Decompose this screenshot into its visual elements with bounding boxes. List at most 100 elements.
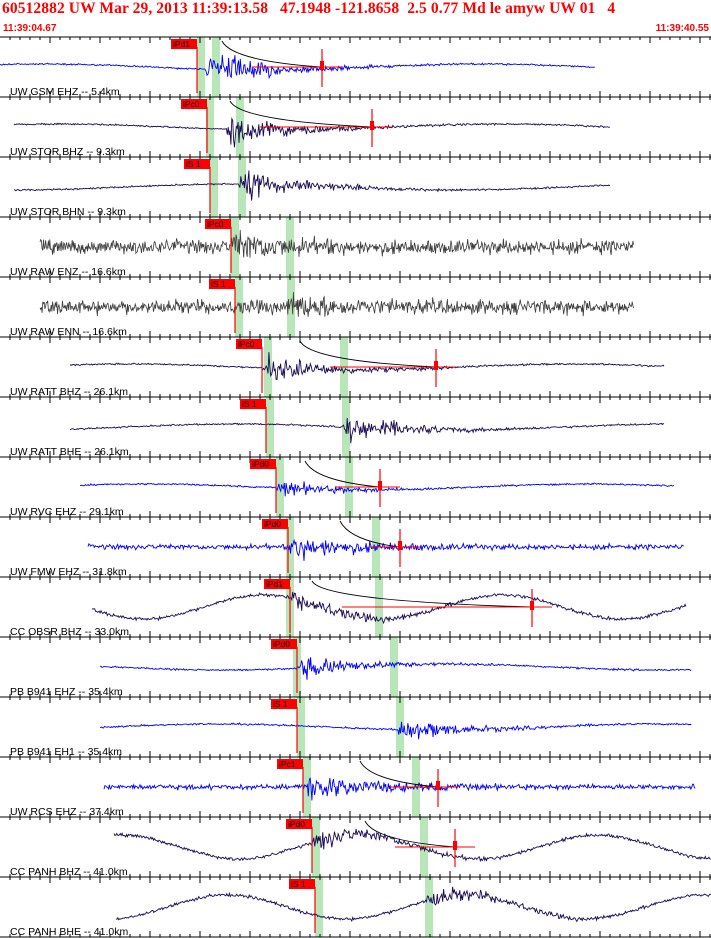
- waveform-trace-8: [79, 481, 675, 497]
- pick-flag[interactable]: [289, 879, 315, 889]
- arrival-curve: [229, 100, 373, 128]
- pick-band-15-1: [315, 877, 323, 937]
- station-label: PB B941 EH1 -- 35.4km: [10, 746, 122, 758]
- trace-row-3[interactable]: iS 1 UW STOR BHN -- 9.3km: [10, 159, 211, 218]
- station-label: UW STOR BHZ -- 9.3km: [10, 146, 125, 158]
- pick-flag[interactable]: [277, 759, 303, 769]
- pick-flag[interactable]: [250, 459, 276, 469]
- arrival-curve: [221, 40, 323, 68]
- trace-row-1[interactable]: iPd1 UW GSM EHZ -- 5.4km: [10, 39, 198, 98]
- pick-flag-label: iPd0: [273, 639, 290, 649]
- amplitude-marker-box: [530, 601, 534, 610]
- amplitude-marker-box: [434, 361, 438, 370]
- station-label: UW RCS EHZ -- 37.4km: [10, 806, 124, 818]
- pick-flag-label: iPd0: [264, 519, 281, 529]
- pick-flag[interactable]: [286, 819, 312, 829]
- pick-flag-label: iPd1: [173, 39, 190, 49]
- station-label: UW RVC EHZ -- 29.1km: [10, 506, 124, 518]
- station-label: CC OBSR BHZ -- 33.0km: [10, 626, 129, 638]
- pick-band-13-1: [303, 757, 311, 817]
- pick-flag[interactable]: [271, 639, 297, 649]
- station-label: UW RATT BHE -- 26.1km: [10, 446, 129, 458]
- trace-row-11[interactable]: iPd0 PB B941 EHZ -- 35.4km: [10, 639, 298, 698]
- pick-flag[interactable]: [209, 279, 235, 289]
- pick-band-7-2: [342, 397, 350, 457]
- pick-flag[interactable]: [240, 399, 266, 409]
- trace-row-12[interactable]: iS 1 PB B941 EH1 -- 35.4km: [10, 699, 298, 758]
- station-label: UW RATT BHZ -- 26.1km: [10, 386, 128, 398]
- pick-flag[interactable]: [181, 99, 207, 109]
- pick-flag-label: iS 1: [291, 879, 306, 889]
- pick-flag-label: iPd0: [288, 819, 305, 829]
- amplitude-marker-box: [398, 541, 402, 550]
- trace-row-14[interactable]: iPd0 CC PANH BHZ -- 41.0km: [10, 819, 313, 878]
- waveform-trace-7: [69, 417, 665, 444]
- pick-flag[interactable]: [184, 159, 210, 169]
- station-label: CC PANH BHZ -- 41.0km: [10, 866, 128, 878]
- station-label: CC PANH BHE -- 41.0km: [10, 926, 128, 938]
- pick-flag[interactable]: [271, 699, 297, 709]
- arrival-curve: [311, 580, 533, 608]
- waveform-trace-15: [115, 886, 711, 923]
- waveform-trace-9: [87, 538, 684, 561]
- trace-row-2[interactable]: iPc0 UW STOR BHZ -- 9.3km: [10, 99, 208, 158]
- station-label: UW RAW ENZ -- 16.6km: [10, 266, 126, 278]
- pick-band-3-2: [238, 157, 246, 217]
- trace-row-13[interactable]: iPc1 UW RCS EHZ -- 37.4km: [10, 759, 304, 818]
- pick-band-12-1: [297, 697, 305, 757]
- pick-flag-label: iPc0: [183, 99, 200, 109]
- pick-flag[interactable]: [236, 339, 262, 349]
- pick-flag[interactable]: [171, 39, 197, 49]
- trace-row-15[interactable]: iS 1 CC PANH BHE -- 41.0km: [10, 879, 316, 938]
- pick-band-15-2: [425, 877, 433, 937]
- amplitude-marker-box: [453, 841, 457, 850]
- pick-flag-label: iPd1: [266, 579, 283, 589]
- waveform-trace-2: [13, 117, 610, 148]
- amplitude-marker-box: [370, 121, 374, 130]
- pick-flag[interactable]: [262, 519, 288, 529]
- amplitude-marker-box: [378, 481, 382, 490]
- arrival-curve: [359, 760, 439, 788]
- pick-flag-label: iPd0: [252, 459, 269, 469]
- station-label: UW RAW ENN -- 16.6km: [10, 326, 127, 338]
- waveform-trace-1: [0, 54, 595, 80]
- amplitude-marker-box: [436, 781, 440, 790]
- waveform-trace-3: [13, 170, 611, 201]
- trace-row-9[interactable]: iPd0 UW FMW EHZ -- 31.8km: [10, 519, 289, 578]
- pick-flag-label: iS 1: [242, 399, 257, 409]
- pick-flag[interactable]: [264, 579, 290, 589]
- pick-band-14-1: [312, 817, 320, 877]
- waveform-trace-14: [113, 828, 711, 863]
- waveform-trace-10: [91, 591, 687, 625]
- arrival-curve: [339, 520, 401, 548]
- pick-band-5-2: [287, 277, 295, 337]
- arrival-curve: [364, 820, 456, 848]
- trace-row-7[interactable]: iS 1 UW RATT BHE -- 26.1km: [10, 399, 267, 458]
- pick-band-7-1: [266, 397, 274, 457]
- arrival-curve: [299, 340, 437, 368]
- end-time-label: 11:39:40.55: [655, 23, 709, 34]
- waveform-trace-11: [99, 657, 692, 680]
- waveform-trace-4: [39, 229, 634, 258]
- pick-band-3-1: [210, 157, 218, 217]
- pick-flag-label: iS 1: [211, 279, 226, 289]
- waveform-trace-6: [69, 352, 665, 380]
- waveform-trace-5: [39, 292, 634, 317]
- station-label: PB B941 EHZ -- 35.4km: [10, 686, 123, 698]
- trace-row-4[interactable]: iPc0 UW RAW ENZ -- 16.6km: [10, 219, 232, 278]
- waveform-trace-12: [99, 721, 692, 740]
- trace-row-6[interactable]: iPc0 UW RATT BHZ -- 26.1km: [10, 339, 263, 398]
- trace-row-10[interactable]: iPd1 CC OBSR BHZ -- 33.0km: [10, 579, 291, 638]
- trace-row-8[interactable]: iPd0 UW RVC EHZ -- 29.1km: [10, 459, 277, 518]
- pick-band-2-1: [206, 97, 214, 157]
- station-label: UW GSM EHZ -- 5.4km: [10, 86, 120, 98]
- pick-band-12-2: [396, 697, 404, 757]
- pick-flag-label: iS 1: [186, 159, 201, 169]
- pick-band-5-1: [235, 277, 243, 337]
- pick-band-1-1: [197, 37, 205, 97]
- trace-row-5[interactable]: iS 1 UW RAW ENN -- 16.6km: [10, 279, 236, 338]
- pick-flag-label: iPc1: [279, 759, 296, 769]
- pick-flag[interactable]: [205, 219, 231, 229]
